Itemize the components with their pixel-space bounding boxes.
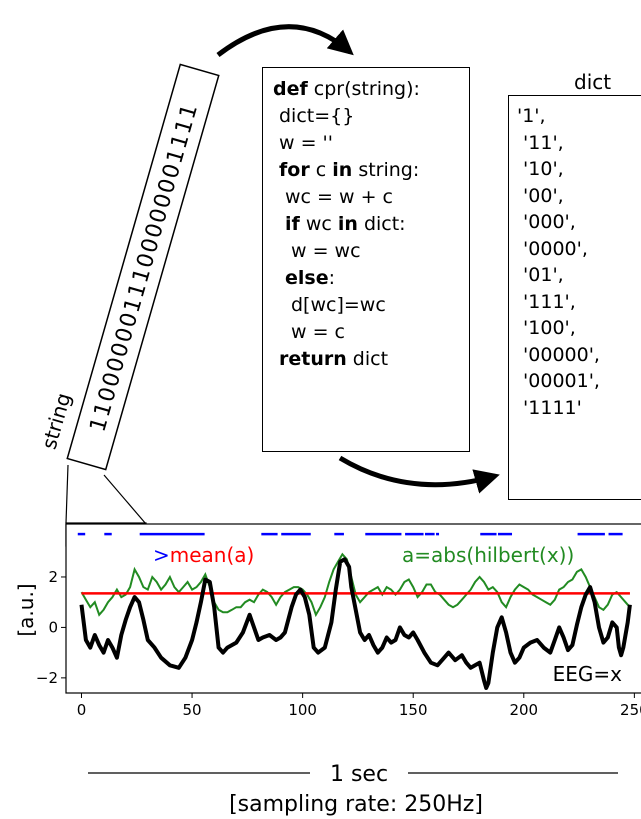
code-line: if wc in dict:: [273, 211, 469, 238]
dict-item: '01',: [517, 264, 564, 286]
dict-item: '0000',: [517, 237, 588, 260]
dict-item: '10',: [517, 158, 564, 180]
time-scale: 1 sec [sampling rate: 250Hz]: [88, 762, 618, 817]
x-tick-label: 50: [183, 701, 202, 719]
dict-item: '1',: [517, 105, 546, 127]
legend-mean-label: mean(a): [170, 543, 255, 567]
y-axis: −2 0 2: [36, 568, 66, 687]
code-text: dict: [346, 348, 389, 370]
dict-item: '100',: [517, 317, 576, 339]
code-text: cpr(string):: [307, 78, 420, 100]
eeg-line: [79, 557, 632, 690]
sampling-rate-label: [sampling rate: 250Hz]: [229, 792, 483, 817]
code-line: for c in string:: [273, 157, 469, 184]
dict-title: dict: [574, 70, 612, 94]
x-tick-label: 0: [77, 701, 87, 719]
code-text: dict:: [357, 213, 406, 235]
x-tick-label: 250: [620, 701, 641, 719]
x-tick-label: 200: [509, 701, 538, 719]
dict-item: '1111': [517, 396, 582, 419]
legend-eeg: EEG=x: [553, 662, 623, 686]
code-line: def cpr(string):: [273, 76, 469, 103]
legend-gt: >: [153, 543, 170, 567]
code-line: w = wc: [273, 238, 469, 265]
dict-item: '111',: [517, 290, 576, 313]
code-text: :: [328, 267, 336, 289]
code-text: dict={}: [279, 105, 355, 127]
code-line: else:: [273, 265, 469, 292]
code-text: wc: [299, 213, 338, 235]
code-line: wc = w + c: [273, 184, 469, 211]
code-line: d[wc]=wc: [273, 292, 469, 319]
x-tick-label: 150: [399, 701, 428, 719]
y-tick-label: −2: [36, 669, 58, 687]
code-keyword: in: [337, 213, 358, 235]
x-tick-label: 100: [288, 701, 317, 719]
dict-item: '000',: [517, 211, 576, 233]
code-text: w = '': [279, 132, 333, 154]
string-label: string: [37, 390, 76, 452]
eeg-plot: 0 50 100 150 200 250 −2 0 2 [a.u.] >mean(a) a=a…: [14, 523, 641, 719]
dict-item: '11',: [517, 131, 564, 154]
code-keyword: def: [273, 78, 308, 100]
y-tick-label: 2: [48, 568, 58, 586]
zoom-line-right: [103, 474, 147, 525]
code-keyword: else: [285, 267, 329, 289]
code-line: dict={}: [273, 103, 469, 130]
code-text: c: [309, 159, 333, 181]
code-text: w = wc: [291, 240, 361, 262]
code-box: def cpr(string): dict={} w = '' for c in st…: [262, 67, 470, 452]
code-line: w = c: [273, 319, 469, 346]
legend-hilbert: a=abs(hilbert(x)): [402, 543, 574, 567]
x-axis: 0 50 100 150 200 250: [77, 693, 641, 719]
arrow-string-to-code: [216, 24, 354, 57]
code-keyword: for: [279, 159, 310, 181]
dict-item: '00000',: [517, 343, 600, 366]
code-line: w = '': [273, 130, 469, 157]
scale-label: 1 sec: [330, 762, 388, 787]
code-keyword: in: [332, 159, 353, 181]
dict-item: '00',: [517, 184, 564, 207]
dict-box: '1', '11', '10', '00', '000', '0000', '0…: [508, 95, 641, 500]
legend-mean: >mean(a): [153, 543, 254, 567]
code-text: d[wc]=wc: [291, 294, 386, 316]
code-keyword: return: [279, 348, 347, 370]
arrow-code-to-dict: [338, 455, 500, 494]
bitstring-box: [66, 63, 220, 471]
code-keyword: if: [285, 213, 300, 235]
y-tick-label: 0: [48, 618, 58, 636]
dict-item: '00001',: [517, 370, 600, 392]
code-text: w = c: [291, 321, 345, 343]
string-panel: 1100000011100000001111 string: [37, 63, 220, 547]
code-text: string:: [352, 159, 420, 181]
y-axis-label: [a.u.]: [14, 583, 38, 636]
bitstring-text: 1100000011100000001111: [85, 100, 203, 435]
code-text: wc = w + c: [285, 186, 393, 208]
zoom-line-left: [65, 464, 69, 524]
code-line: return dict: [273, 346, 469, 373]
